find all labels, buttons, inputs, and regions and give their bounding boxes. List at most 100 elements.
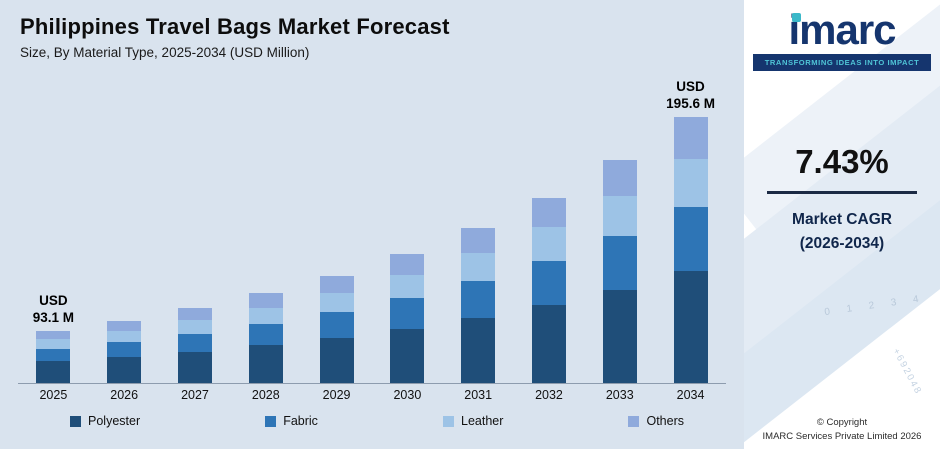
stacked-bar-2030 xyxy=(390,254,425,383)
bar-segment-others xyxy=(36,331,71,340)
x-axis-label-2028: 2028 xyxy=(251,388,280,402)
imarc-logo-dot-icon xyxy=(792,13,802,22)
legend-swatch-others xyxy=(628,415,640,427)
bar-segment-polyester xyxy=(319,337,354,383)
legend-swatch-fabric xyxy=(265,415,277,427)
bar-segment-others xyxy=(602,160,637,196)
bar-segment-leather xyxy=(177,320,212,334)
bar-column-2033 xyxy=(584,160,655,383)
bar-segment-fabric xyxy=(177,333,212,352)
bar-segment-polyester xyxy=(177,351,212,383)
legend-label-others: Others xyxy=(646,414,684,428)
bar-column-2031 xyxy=(443,228,514,383)
stat-divider xyxy=(767,191,917,194)
bar-column-2030 xyxy=(372,254,443,383)
x-axis-label-2025: 2025 xyxy=(39,388,68,402)
bar-column-2032 xyxy=(514,197,585,383)
bar-segment-fabric xyxy=(36,348,71,362)
stacked-bar-chart: USD 93.1 M USD 195.6 M xyxy=(18,74,726,384)
stacked-bar-2031 xyxy=(461,228,496,383)
bar-segment-fabric xyxy=(390,297,425,329)
bar-segment-polyester xyxy=(461,318,496,383)
bar-segment-others xyxy=(248,293,283,308)
x-axis-labels: 2025 2026 2027 2028 2029 2030 2031 2032 2033 2034 xyxy=(18,388,726,402)
legend-swatch-polyester xyxy=(70,415,81,427)
stacked-bar-2034 xyxy=(673,116,708,383)
legend-label-polyester: Polyester xyxy=(88,414,141,428)
bar-segment-fabric xyxy=(602,236,637,290)
bar-segment-others xyxy=(107,320,142,331)
bar-segment-polyester xyxy=(673,271,708,383)
x-axis-label-2031: 2031 xyxy=(464,388,493,402)
bar-segment-others xyxy=(531,197,566,228)
legend-label-leather: Leather xyxy=(461,414,504,428)
bar-segment-leather xyxy=(461,253,496,281)
value-annotation-2025: USD 93.1 M xyxy=(32,292,75,326)
legend-item-leather: Leather xyxy=(443,414,503,428)
cagr-label-line1: Market CAGR xyxy=(792,210,892,228)
bar-segment-leather xyxy=(36,339,71,349)
bar-segment-polyester xyxy=(531,305,566,383)
cagr-label-line2: (2026-2034) xyxy=(799,234,885,252)
x-axis-label-2030: 2030 xyxy=(393,388,422,402)
bar-segment-others xyxy=(461,228,496,254)
imarc-logo: imarc xyxy=(788,6,896,53)
value-annotation-2034: USD 195.6 M xyxy=(666,78,715,112)
sidebar-content: imarc TRANSFORMING IDEAS INTO IMPACT 7.4… xyxy=(744,6,940,449)
brand-sidebar: 0 1 2 3 4 +692048 imarc TRANSFORMING IDE… xyxy=(744,0,940,449)
legend-label-fabric: Fabric xyxy=(283,414,318,428)
imarc-logo-text: imarc xyxy=(788,6,896,53)
bar-segment-fabric xyxy=(107,341,142,357)
imarc-tagline: TRANSFORMING IDEAS INTO IMPACT xyxy=(753,54,931,72)
bar-segment-fabric xyxy=(673,207,708,272)
logo-wrap: imarc TRANSFORMING IDEAS INTO IMPACT xyxy=(744,6,940,72)
bar-segment-leather xyxy=(107,330,142,342)
x-axis-label-2032: 2032 xyxy=(535,388,563,402)
bar-column-2034: USD 195.6 M xyxy=(655,78,726,383)
bar-segment-leather xyxy=(248,307,283,324)
x-axis-label-2027: 2027 xyxy=(181,388,209,402)
bar-segment-fabric xyxy=(319,312,354,338)
cagr-stat-block: 7.43% Market CAGR (2026-2034) xyxy=(744,143,940,256)
bar-segment-others xyxy=(673,116,708,160)
stacked-bar-2025 xyxy=(36,331,71,383)
legend-item-others: Others xyxy=(628,414,684,428)
bar-column-2026 xyxy=(89,320,160,383)
chart-header: Philippines Travel Bags Market Forecast … xyxy=(0,0,744,60)
bar-segment-leather xyxy=(531,227,566,261)
copyright: © Copyright IMARC Services Private Limit… xyxy=(744,416,940,445)
bar-column-2027 xyxy=(160,308,231,383)
bar-segment-fabric xyxy=(531,260,566,306)
x-axis-label-2033: 2033 xyxy=(605,388,634,402)
bar-segment-fabric xyxy=(248,323,283,346)
x-axis-label-2029: 2029 xyxy=(322,388,351,402)
legend-item-polyester: Polyester xyxy=(70,414,140,428)
bar-segment-fabric xyxy=(461,280,496,318)
bar-segment-polyester xyxy=(107,356,142,383)
legend-item-fabric: Fabric xyxy=(265,414,318,428)
stacked-bar-2028 xyxy=(248,293,283,383)
page-title: Philippines Travel Bags Market Forecast xyxy=(20,14,450,39)
bar-segment-leather xyxy=(673,159,708,208)
bar-segment-others xyxy=(319,275,354,293)
cagr-value: 7.43% xyxy=(795,143,889,181)
bar-segment-polyester xyxy=(602,289,637,383)
chart-legend: Polyester Fabric Leather Others xyxy=(70,414,684,428)
stacked-bar-2026 xyxy=(107,320,142,383)
bar-column-2028 xyxy=(230,293,301,383)
stacked-bar-2033 xyxy=(602,160,637,383)
copyright-line1: © Copyright xyxy=(816,416,868,428)
bar-segment-polyester xyxy=(248,345,283,383)
bar-segment-leather xyxy=(602,195,637,236)
stacked-bar-2029 xyxy=(319,275,354,383)
x-axis-label-2034: 2034 xyxy=(676,388,705,402)
chart-subtitle: Size, By Material Type, 2025-2034 (USD M… xyxy=(20,45,310,60)
bar-segment-leather xyxy=(390,274,425,298)
bar-segment-others xyxy=(390,254,425,275)
stacked-bar-2032 xyxy=(531,197,566,383)
bar-column-2029 xyxy=(301,275,372,383)
bar-segment-polyester xyxy=(36,361,71,383)
bar-segment-leather xyxy=(319,292,354,313)
x-axis-label-2026: 2026 xyxy=(110,388,139,402)
